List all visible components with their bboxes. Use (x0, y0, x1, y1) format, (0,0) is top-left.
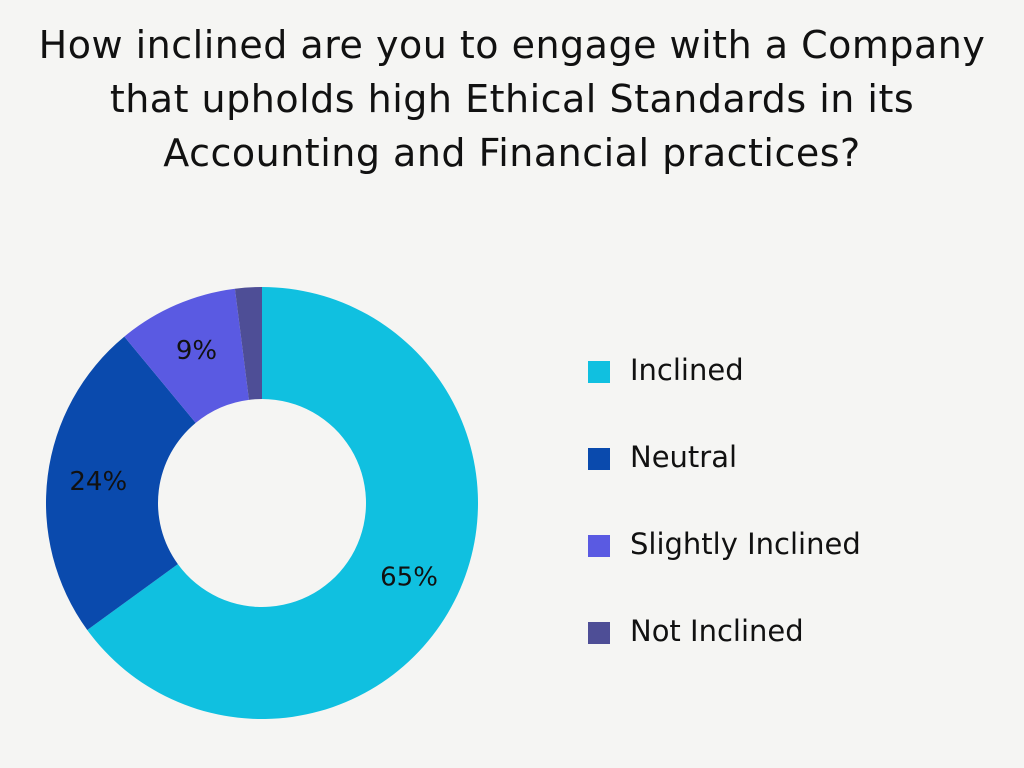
data-label: 9% (176, 336, 217, 366)
legend-swatch (588, 448, 610, 470)
legend-label: Slightly Inclined (630, 527, 861, 561)
donut-slice (46, 336, 196, 630)
legend-swatch (588, 622, 610, 644)
donut-slice (87, 287, 479, 719)
data-label: 24% (69, 467, 127, 497)
legend-label: Neutral (630, 440, 737, 474)
legend-label: Inclined (630, 353, 744, 387)
donut-slice (234, 287, 262, 400)
legend-swatch (588, 361, 610, 383)
chart-title: How inclined are you to engage with a Co… (38, 23, 986, 175)
data-label: 65% (380, 562, 438, 592)
legend-label: Not Inclined (630, 614, 804, 648)
legend-swatch (588, 535, 610, 557)
donut-slice (124, 288, 249, 423)
